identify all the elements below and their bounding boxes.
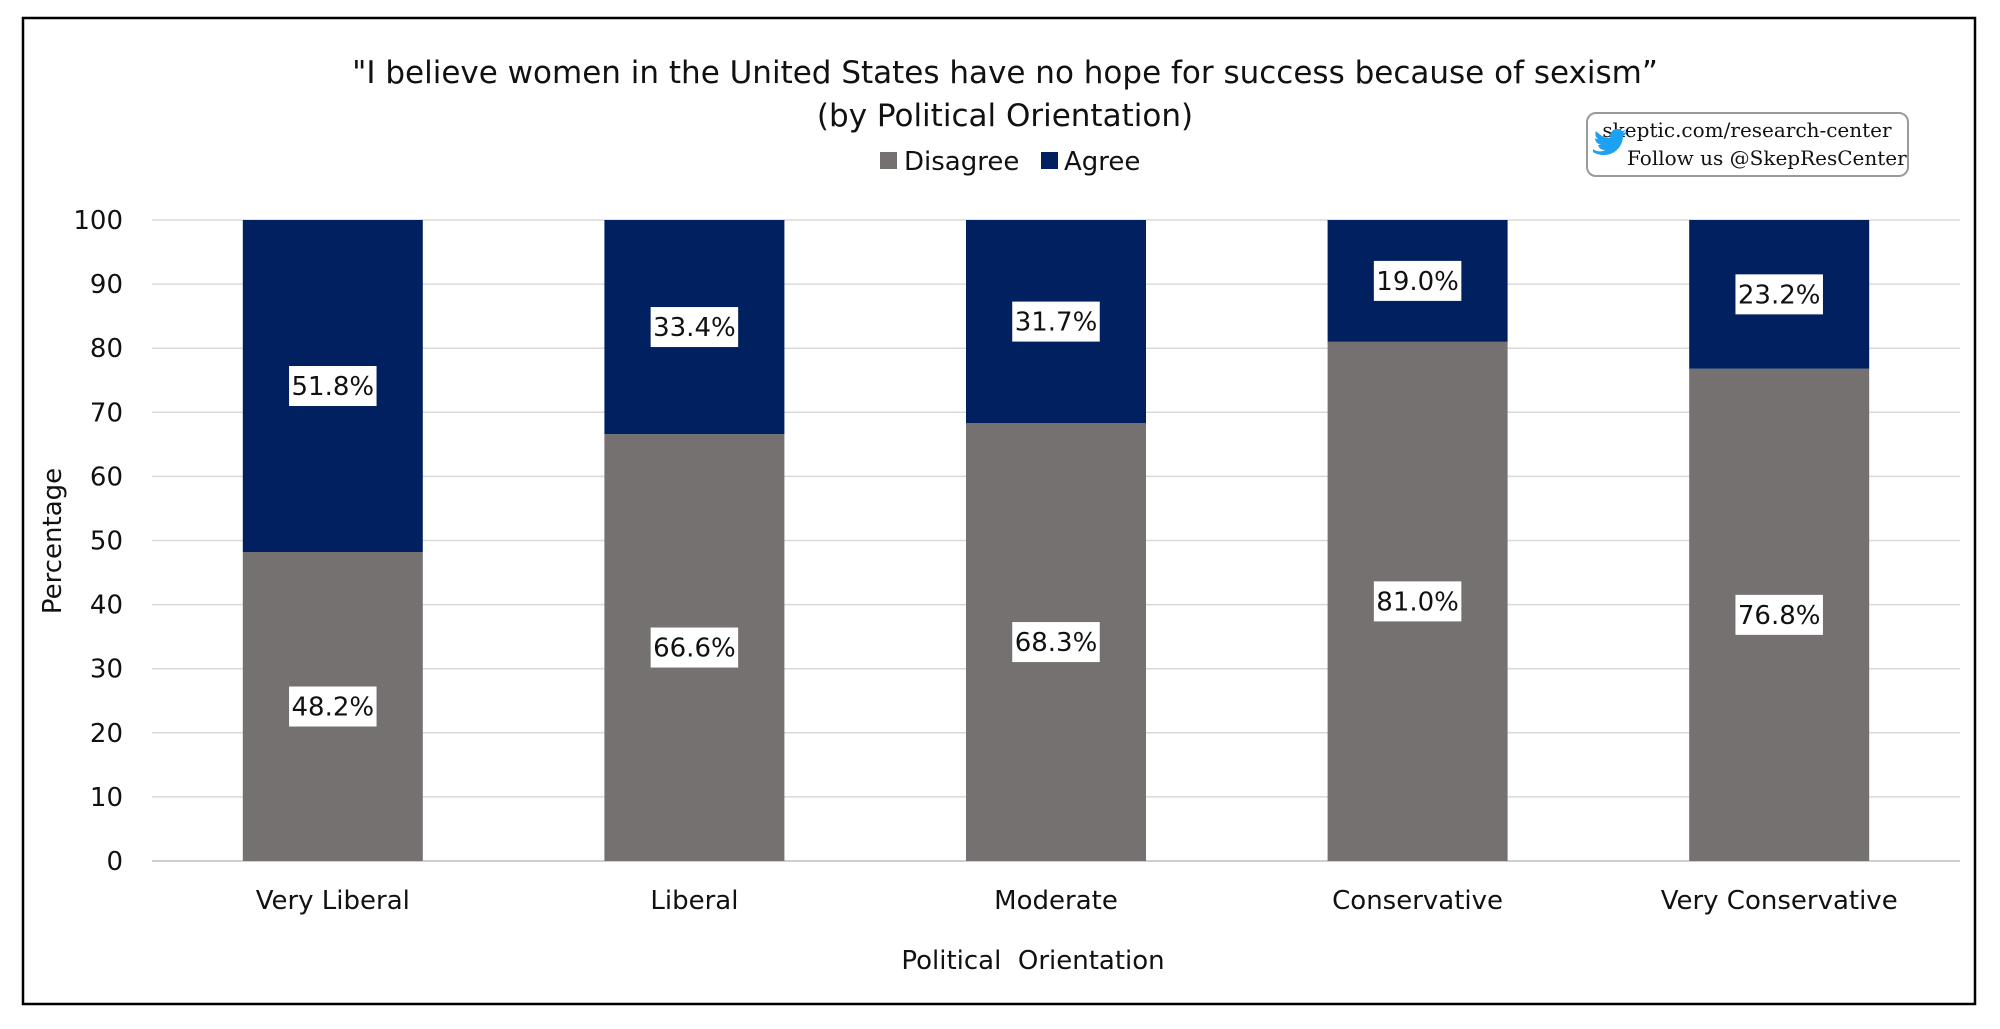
y-tick-label: 20 xyxy=(90,719,123,749)
data-label-disagree: 68.3% xyxy=(1012,622,1100,663)
svg-text:19.0%: 19.0% xyxy=(1376,267,1459,297)
x-tick-label: Very Liberal xyxy=(256,886,410,916)
attribution-website-link[interactable]: skeptic.com/research-center xyxy=(1602,118,1892,142)
svg-text:66.6%: 66.6% xyxy=(653,634,736,664)
svg-text:81.0%: 81.0% xyxy=(1376,587,1459,617)
data-label-agree: 23.2% xyxy=(1735,274,1823,315)
attribution-box: skeptic.com/research-center Follow us @S… xyxy=(1586,112,1909,177)
legend: Disagree Agree xyxy=(880,147,1140,177)
y-axis-label: Percentage xyxy=(38,468,68,614)
data-label-disagree: 66.6% xyxy=(650,627,739,668)
y-tick-label: 80 xyxy=(90,334,123,364)
chart-subtitle: (by Political Orientation) xyxy=(817,98,1193,134)
y-tick-label: 90 xyxy=(90,270,123,300)
legend-swatch-disagree xyxy=(880,152,897,169)
y-tick-label: 40 xyxy=(90,591,123,621)
attribution-twitter-handle: Follow us @SkepResCenter xyxy=(1627,146,1907,170)
y-tick-label: 70 xyxy=(90,398,123,428)
legend-label-agree: Agree xyxy=(1064,147,1140,177)
y-tick-label: 30 xyxy=(90,655,123,685)
data-label-agree: 51.8% xyxy=(289,366,377,407)
data-label-disagree: 81.0% xyxy=(1373,581,1462,622)
x-axis-label: Political Orientation xyxy=(901,946,1164,976)
svg-text:51.8%: 51.8% xyxy=(291,372,374,402)
attribution-border xyxy=(1586,112,1909,177)
y-tick-label: 10 xyxy=(90,783,123,813)
data-label-agree: 19.0% xyxy=(1373,260,1462,301)
y-tick-label: 100 xyxy=(73,206,123,236)
svg-text:76.8%: 76.8% xyxy=(1738,601,1821,631)
chart-title: "I believe women in the United States ha… xyxy=(352,55,1658,91)
x-tick-label: Very Conservative xyxy=(1661,886,1898,916)
svg-text:48.2%: 48.2% xyxy=(291,693,374,723)
y-tick-label: 60 xyxy=(90,462,123,492)
legend-swatch-agree xyxy=(1041,152,1058,169)
data-label-disagree: 48.2% xyxy=(289,686,377,727)
data-label-disagree: 76.8% xyxy=(1735,594,1823,635)
y-tick-label: 50 xyxy=(90,527,123,557)
data-label-agree: 33.4% xyxy=(650,307,739,348)
data-label-agree: 31.7% xyxy=(1012,301,1100,342)
x-tick-label: Conservative xyxy=(1332,886,1503,916)
x-tick-label: Liberal xyxy=(650,886,738,916)
legend-label-disagree: Disagree xyxy=(904,147,1019,177)
svg-text:23.2%: 23.2% xyxy=(1738,280,1821,310)
svg-text:68.3%: 68.3% xyxy=(1015,628,1098,658)
svg-text:31.7%: 31.7% xyxy=(1015,308,1098,338)
twitter-bird-icon xyxy=(1593,129,1627,155)
svg-text:33.4%: 33.4% xyxy=(653,313,736,343)
x-tick-label: Moderate xyxy=(994,886,1118,916)
y-tick-label: 0 xyxy=(106,847,123,877)
